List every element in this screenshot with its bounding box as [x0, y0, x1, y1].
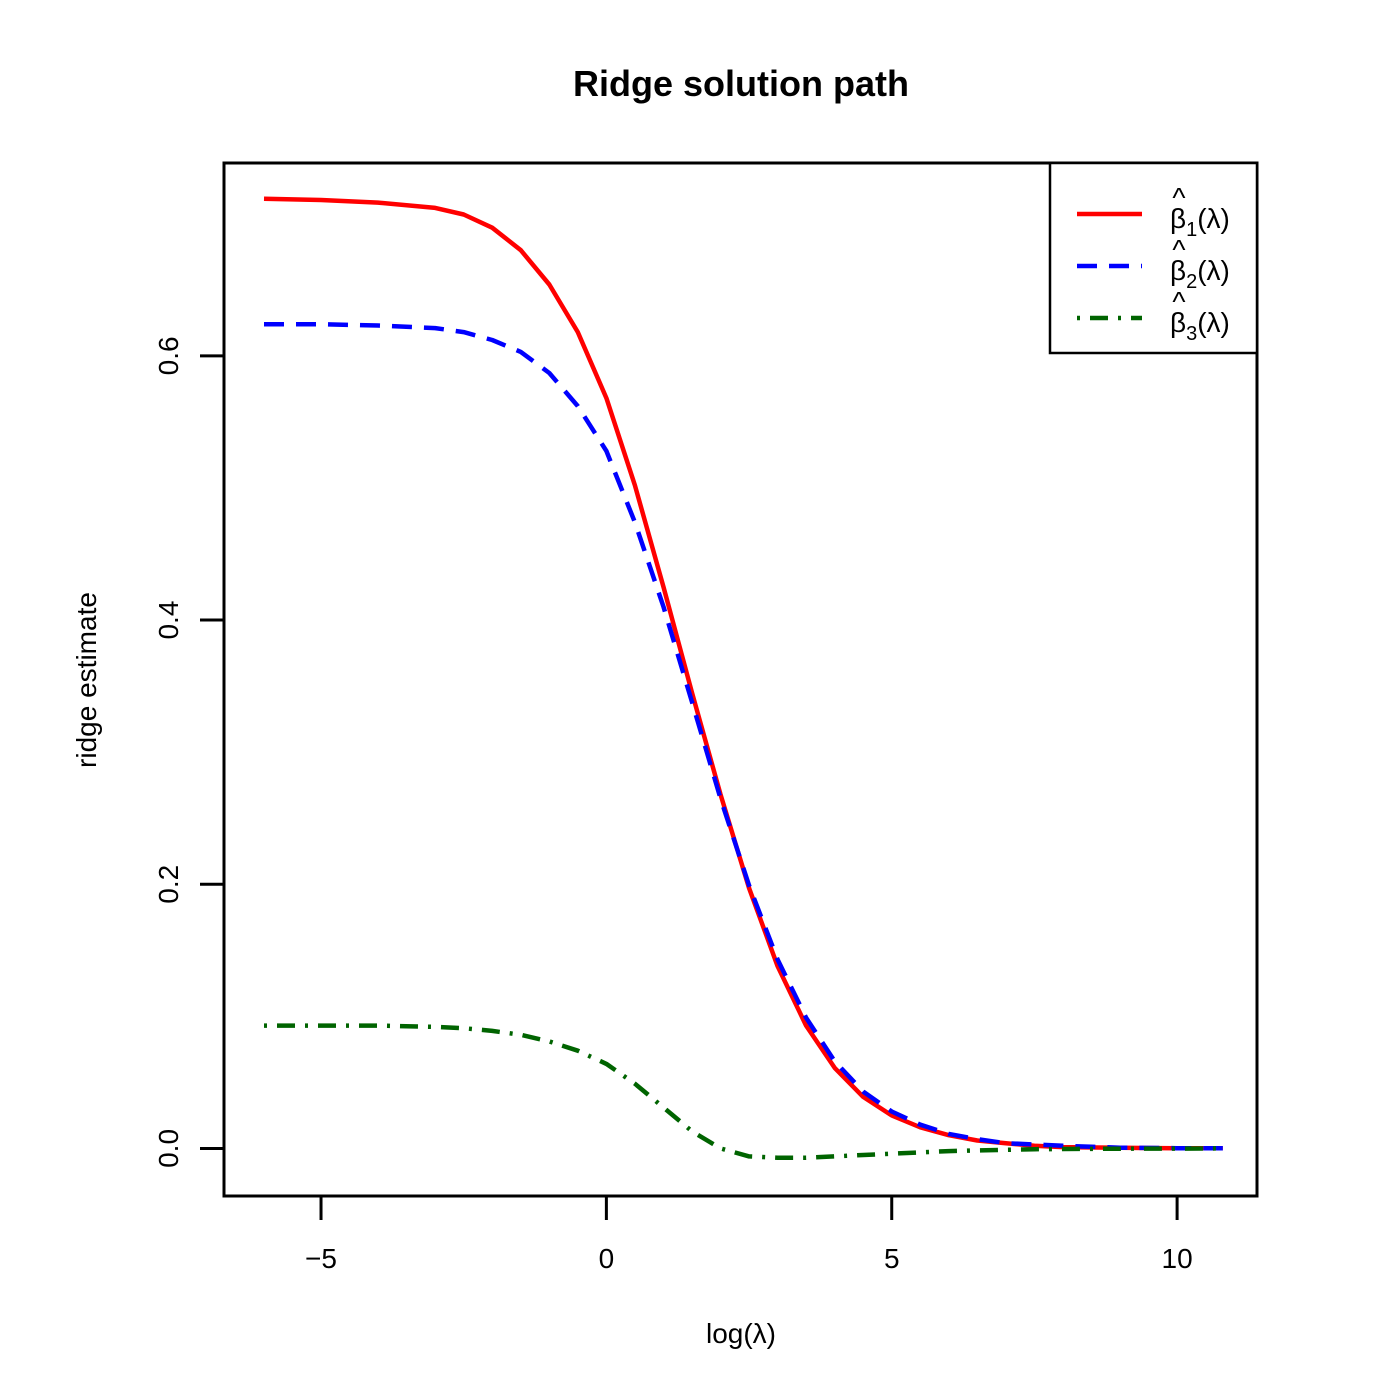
legend: ^β1(λ)^β2(λ)^β3(λ)	[1048, 161, 1259, 355]
x-tick-label: 10	[1162, 1243, 1193, 1274]
y-axis-label: ridge estimate	[71, 592, 102, 768]
series-line-beta-3	[264, 1023, 1223, 1160]
legend-label-beta-3: β3(λ)	[1170, 307, 1230, 345]
x-tick-label: 0	[599, 1243, 615, 1274]
plot-frame	[222, 161, 1259, 1198]
x-tick-label: 5	[884, 1243, 900, 1274]
y-tick-label: 0.4	[153, 601, 184, 640]
chart-title: Ridge solution path	[573, 63, 909, 104]
y-tick-label: 0.2	[153, 865, 184, 904]
series-layer	[263, 196, 1223, 1160]
series-line-beta-2	[264, 321, 1223, 1151]
y-tick-label: 0.0	[153, 1129, 184, 1168]
legend-box	[1048, 161, 1259, 355]
legend-hat-mark: ^	[1172, 234, 1185, 265]
legend-label-beta-1: β1(λ)	[1170, 203, 1230, 241]
legend-hat-mark: ^	[1172, 182, 1185, 213]
legend-label-beta-2: β2(λ)	[1170, 255, 1230, 293]
x-tick-label: −5	[305, 1243, 337, 1274]
legend-hat-mark: ^	[1172, 286, 1185, 317]
x-axis-label: log(λ)	[706, 1318, 776, 1349]
y-tick-label: 0.6	[153, 336, 184, 375]
